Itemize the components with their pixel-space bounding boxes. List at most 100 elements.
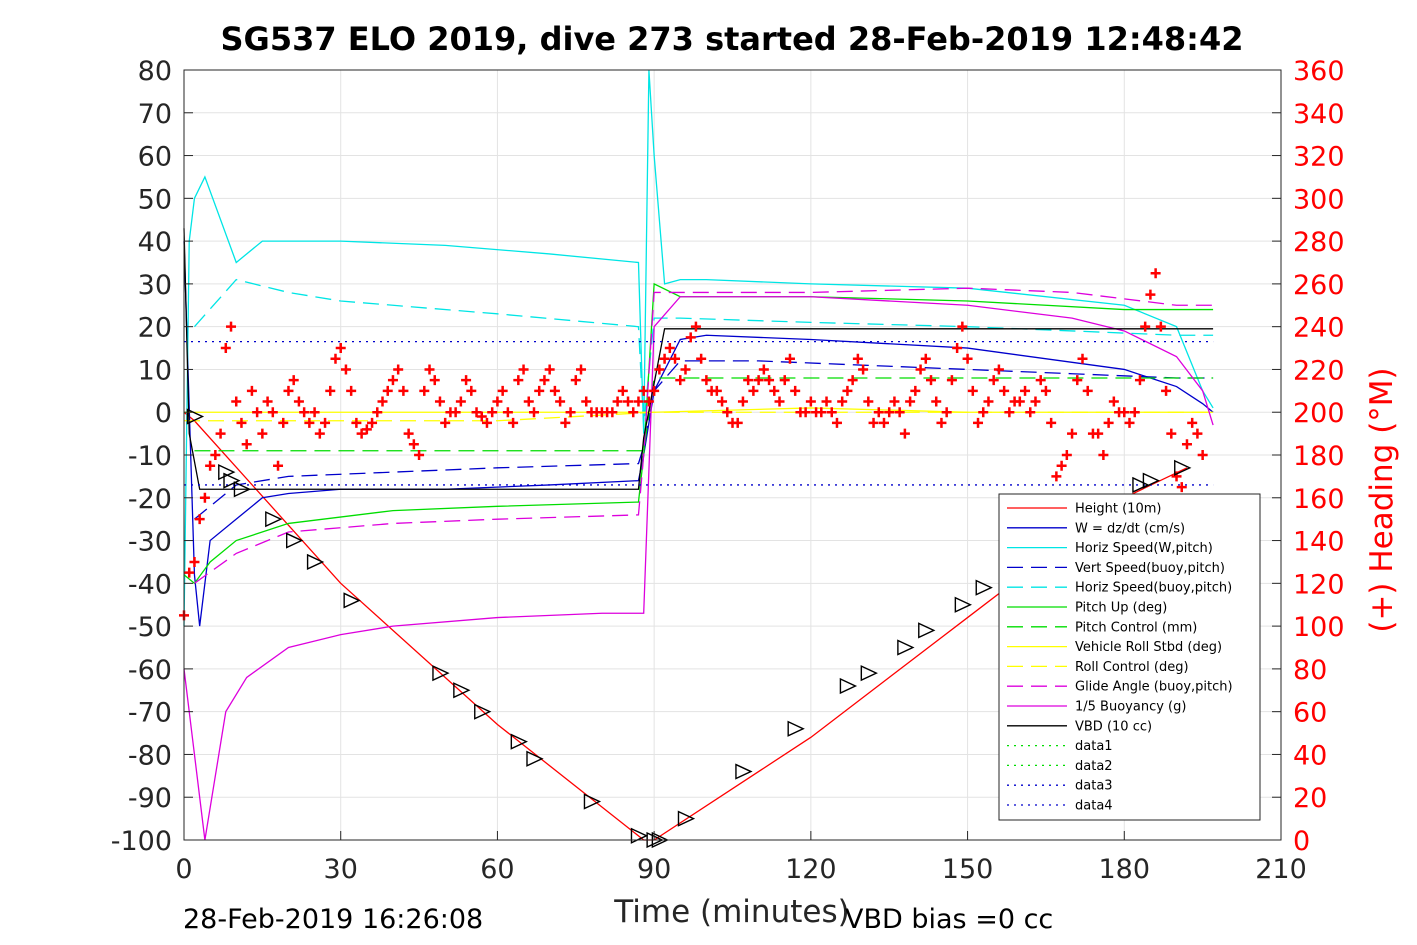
heading-point [774, 396, 785, 407]
heading-point [299, 407, 310, 418]
tick-layer: 0 30 60 90 120 150 180 210-100-90-80-70-60-50-4… [111, 56, 1345, 885]
heading-point [1077, 353, 1088, 364]
heading-point [283, 385, 294, 396]
heading-point [753, 375, 764, 386]
heading-point [1124, 417, 1135, 428]
heading-point [638, 385, 649, 396]
heading-point [941, 407, 952, 418]
heading-point [408, 439, 419, 450]
legend-label: Height (10m) [1075, 502, 1161, 517]
legend-label: Roll Control (deg) [1075, 660, 1189, 675]
heading-point [1072, 375, 1083, 386]
heading-point [842, 385, 853, 396]
heading-point [612, 396, 623, 407]
heading-point [607, 407, 618, 418]
heading-point [434, 396, 445, 407]
heading-point [999, 385, 1010, 396]
y-right-tick-label: 360 [1293, 56, 1345, 87]
series-line [183, 241, 1214, 627]
heading-point [372, 407, 383, 418]
triangle-marker [860, 665, 878, 682]
heading-point [440, 417, 451, 428]
heading-point [1082, 385, 1093, 396]
heading-point [690, 321, 701, 332]
footer-timestamp: 28-Feb-2019 16:26:08 [183, 904, 483, 935]
heading-point [711, 385, 722, 396]
heading-point [450, 407, 461, 418]
heading-point [717, 396, 728, 407]
legend-label: Glide Angle (buoy,pitch) [1075, 680, 1233, 695]
heading-point [508, 417, 519, 428]
heading-point [847, 375, 858, 386]
heading-point [732, 417, 743, 428]
heading-point [831, 417, 842, 428]
heading-point [576, 364, 587, 375]
series-line [194, 287, 1214, 584]
heading-point [518, 364, 529, 375]
triangle-marker [954, 596, 973, 613]
heading-point [393, 364, 404, 375]
heading-point [226, 321, 237, 332]
heading-point [335, 343, 346, 354]
heading-point [560, 417, 571, 428]
heading-point [1040, 385, 1051, 396]
heading-point [539, 375, 550, 386]
heading-point [633, 396, 644, 407]
y-right-tick-label: 220 [1293, 355, 1345, 386]
legend-label: W = dz/dt (cm/s) [1075, 521, 1185, 536]
y-right-tick-label: 160 [1293, 484, 1345, 515]
heading-point [973, 417, 984, 428]
heading-point [685, 332, 696, 343]
heading-point [581, 396, 592, 407]
heading-point [1046, 417, 1057, 428]
heading-point [957, 321, 968, 332]
heading-point [1134, 375, 1145, 386]
heading-point [241, 439, 252, 450]
y-right-tick-label: 0 [1293, 826, 1310, 857]
y-right-tick-label: 140 [1293, 527, 1345, 558]
x-tick-label: 60 [480, 854, 514, 885]
y-tick-label: -100 [111, 826, 172, 857]
y-tick-label: -50 [128, 612, 172, 643]
y-right-tick-label: 200 [1293, 398, 1345, 429]
y-right-tick-label: 20 [1293, 783, 1327, 814]
heading-point [769, 385, 780, 396]
triangle-marker [839, 677, 858, 695]
heading-point [863, 396, 874, 407]
heading-point [455, 396, 466, 407]
y-tick-label: 60 [138, 142, 172, 173]
heading-point [257, 428, 268, 439]
y-right-tick-label: 260 [1293, 270, 1345, 301]
heading-point [1035, 375, 1046, 386]
heading-point [377, 396, 388, 407]
heading-point [461, 375, 472, 386]
heading-point [252, 407, 263, 418]
heading-point [184, 567, 195, 578]
heading-point [189, 556, 200, 567]
heading-point [696, 353, 707, 364]
heading-point [758, 364, 769, 375]
heading-point [570, 375, 581, 386]
heading-point [194, 514, 205, 525]
triangle-marker [233, 481, 252, 498]
heading-point [1098, 450, 1109, 460]
heading-point [351, 417, 362, 428]
heading-point [1014, 396, 1025, 407]
heading-point [905, 396, 916, 407]
legend-label: Pitch Up (deg) [1075, 601, 1167, 616]
y-tick-label: -60 [128, 655, 172, 686]
heading-point [220, 343, 231, 354]
heading-point [805, 396, 816, 407]
series-line [183, 69, 1214, 627]
triangle-marker [223, 472, 241, 489]
heading-point [821, 396, 832, 407]
x-tick-label: 30 [324, 854, 358, 885]
heading-point [868, 417, 879, 428]
heading-point [858, 364, 869, 375]
triangle-marker [1174, 459, 1192, 476]
y-tick-label: 70 [138, 99, 172, 130]
legend-label: 1/5 Buoyancy (g) [1075, 700, 1186, 715]
heading-point [314, 428, 325, 439]
legend-label: VBD (10 cc) [1075, 719, 1152, 734]
heading-point [534, 385, 545, 396]
